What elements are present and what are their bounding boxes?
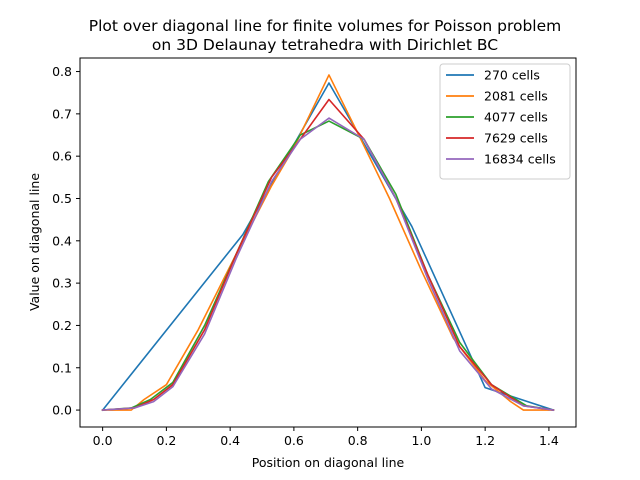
y-tick-label: 0.1 <box>52 360 72 375</box>
x-tick-label: 1.2 <box>475 433 495 448</box>
y-axis-ticks: 0.0 0.1 0.2 0.3 0.4 0.5 0.6 0.7 0.8 <box>52 64 80 418</box>
x-axis-ticks: 0.0 0.2 0.4 0.6 0.8 1.0 1.2 1.4 <box>93 427 559 448</box>
y-tick-label: 0.8 <box>52 64 72 79</box>
legend-box <box>439 63 571 180</box>
x-axis-label: Position on diagonal line <box>252 455 405 470</box>
x-tick-label: 0.2 <box>156 433 176 448</box>
legend-label: 270 cells <box>484 68 540 83</box>
y-tick-label: 0.3 <box>52 276 72 291</box>
chart-title: Plot over diagonal line for finite volum… <box>89 17 562 35</box>
series-line-5 <box>101 117 555 411</box>
x-tick-label: 1.0 <box>411 433 431 448</box>
y-axis-label: Value on diagonal line <box>27 173 42 311</box>
y-tick-label: 0.4 <box>52 233 72 248</box>
legend: 270 cells 2081 cells 4077 cells 7629 cells 1… <box>439 63 571 180</box>
x-tick-label: 0.4 <box>220 433 240 448</box>
legend-label: 2081 cells <box>484 89 548 104</box>
y-tick-label: 0.0 <box>52 403 72 418</box>
y-tick-label: 0.5 <box>52 191 72 206</box>
legend-label: 16834 cells <box>484 152 556 167</box>
y-tick-label: 0.2 <box>52 318 72 333</box>
legend-label: 7629 cells <box>484 131 548 146</box>
plot-area <box>101 74 555 412</box>
x-tick-label: 0.0 <box>93 433 113 448</box>
x-tick-label: 0.8 <box>348 433 368 448</box>
legend-label: 4077 cells <box>484 110 548 125</box>
y-tick-label: 0.7 <box>52 106 72 121</box>
series-line-2 <box>101 74 555 411</box>
x-tick-label: 0.6 <box>284 433 304 448</box>
axes-frame <box>79 57 577 428</box>
chart-subtitle: on 3D Delaunay tetrahedra with Dirichlet… <box>152 36 498 54</box>
series-line-4 <box>101 98 555 411</box>
y-tick-label: 0.6 <box>52 149 72 164</box>
x-tick-label: 1.4 <box>539 433 559 448</box>
